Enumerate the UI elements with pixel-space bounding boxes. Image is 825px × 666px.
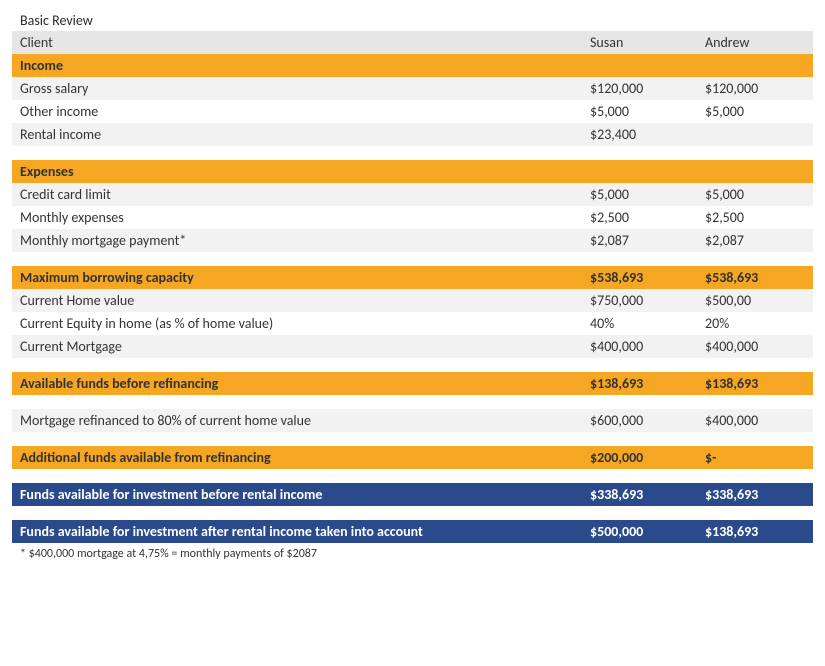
section-c2: $338,693 <box>697 483 813 506</box>
row-c2: $400,000 <box>697 335 813 358</box>
footnote: * $400,000 mortgage at 4,75% = monthly p… <box>12 543 813 565</box>
section-title: Funds available for investment before re… <box>12 483 582 506</box>
row-label: Rental income <box>12 123 582 146</box>
table-row: Current Home value $750,000 $500,00 <box>12 289 813 312</box>
title-text: Basic Review <box>12 9 101 32</box>
section-title: Income <box>12 54 582 77</box>
section-c1: $200,000 <box>582 446 697 469</box>
row-c2: $400,000 <box>697 409 813 432</box>
section-title: Expenses <box>12 160 582 183</box>
row-label: Monthly expenses <box>12 206 582 229</box>
table-row: Other income $5,000 $5,000 <box>12 100 813 123</box>
row-c2: $2,500 <box>697 206 813 229</box>
table-row: Monthly expenses $2,500 $2,500 <box>12 206 813 229</box>
row-c1: $750,000 <box>582 289 697 312</box>
header-row: Client Susan Andrew <box>12 31 813 54</box>
spacer <box>12 252 813 266</box>
row-c2: $5,000 <box>697 183 813 206</box>
row-c1: 40% <box>582 312 697 335</box>
section-title: Funds available for investment after ren… <box>12 520 582 543</box>
section-c2: $- <box>697 446 813 469</box>
row-c1: $120,000 <box>582 77 697 100</box>
section-income-header: Income <box>12 54 813 77</box>
section-c1: $500,000 <box>582 520 697 543</box>
table-row: Credit card limit $5,000 $5,000 <box>12 183 813 206</box>
section-max-borrow-header: Maximum borrowing capacity $538,693 $538… <box>12 266 813 289</box>
row-label: Credit card limit <box>12 183 582 206</box>
table-row: Current Mortgage $400,000 $400,000 <box>12 335 813 358</box>
section-expenses-header: Expenses <box>12 160 813 183</box>
section-c2: $138,693 <box>697 372 813 395</box>
section-title: Maximum borrowing capacity <box>12 266 582 289</box>
row-c1: $5,000 <box>582 100 697 123</box>
basic-review-table: Basic Review Client Susan Andrew Income … <box>12 12 813 565</box>
row-label: Other income <box>12 100 582 123</box>
spacer <box>12 469 813 483</box>
page-title: Basic Review <box>12 12 813 31</box>
header-c1: Susan <box>582 31 697 54</box>
row-c1: $2,087 <box>582 229 697 252</box>
spacer <box>12 395 813 409</box>
row-label: Gross salary <box>12 77 582 100</box>
spacer <box>12 432 813 446</box>
row-c1: $600,000 <box>582 409 697 432</box>
section-title: Additional funds available from refinanc… <box>12 446 582 469</box>
header-label: Client <box>12 31 582 54</box>
spacer <box>12 146 813 160</box>
spacer <box>12 506 813 520</box>
row-c2: 20% <box>697 312 813 335</box>
section-c1: $138,693 <box>582 372 697 395</box>
section-title: Available funds before refinancing <box>12 372 582 395</box>
section-funds-before-rental: Funds available for investment before re… <box>12 483 813 506</box>
row-c2: $2,087 <box>697 229 813 252</box>
section-c1: $338,693 <box>582 483 697 506</box>
row-label: Current Mortgage <box>12 335 582 358</box>
row-label: Current Home value <box>12 289 582 312</box>
table-row: Monthly mortgage payment* $2,087 $2,087 <box>12 229 813 252</box>
row-c1: $400,000 <box>582 335 697 358</box>
section-c2: $138,693 <box>697 520 813 543</box>
section-funds-after-rental: Funds available for investment after ren… <box>12 520 813 543</box>
section-additional-refi: Additional funds available from refinanc… <box>12 446 813 469</box>
row-c2 <box>697 132 813 138</box>
section-c2: $538,693 <box>697 266 813 289</box>
table-row: Rental income $23,400 <box>12 123 813 146</box>
table-row: Mortgage refinanced to 80% of current ho… <box>12 409 813 432</box>
row-label: Current Equity in home (as % of home val… <box>12 312 582 335</box>
table-row: Gross salary $120,000 $120,000 <box>12 77 813 100</box>
section-avail-before-refi: Available funds before refinancing $138,… <box>12 372 813 395</box>
spacer <box>12 358 813 372</box>
row-c2: $5,000 <box>697 100 813 123</box>
row-c2: $500,00 <box>697 289 813 312</box>
row-label: Monthly mortgage payment* <box>12 229 582 252</box>
row-label: Mortgage refinanced to 80% of current ho… <box>12 409 582 432</box>
row-c1: $2,500 <box>582 206 697 229</box>
row-c1: $23,400 <box>582 123 697 146</box>
row-c2: $120,000 <box>697 77 813 100</box>
section-c1: $538,693 <box>582 266 697 289</box>
table-row: Current Equity in home (as % of home val… <box>12 312 813 335</box>
row-c1: $5,000 <box>582 183 697 206</box>
header-c2: Andrew <box>697 31 813 54</box>
